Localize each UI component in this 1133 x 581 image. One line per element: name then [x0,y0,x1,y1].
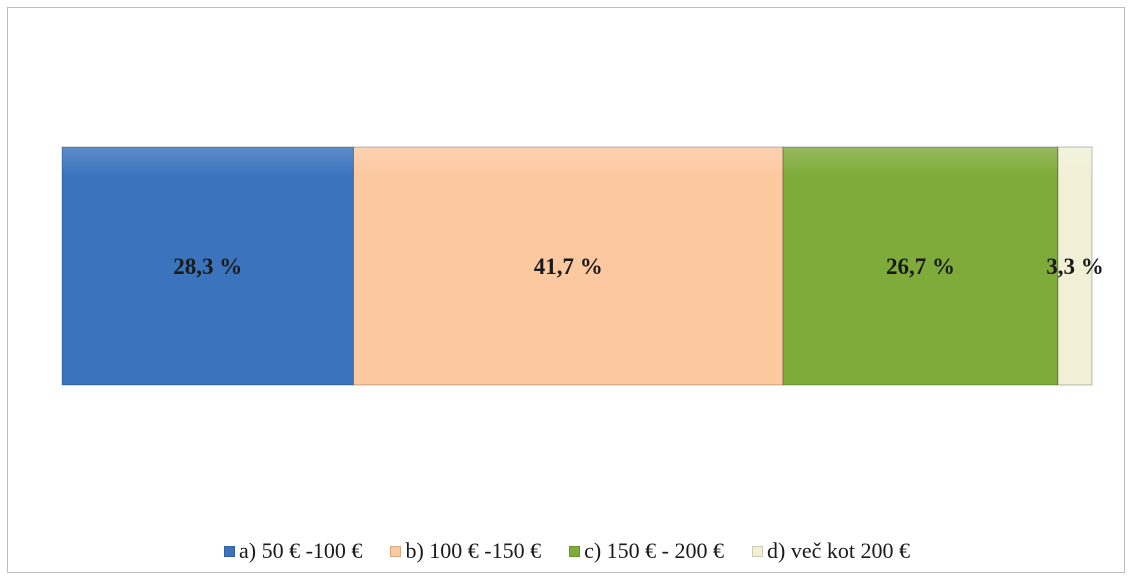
segment-labels: 28,3 % 41,7 % 26,7 % 3,3 % [173,254,1104,279]
legend-swatch [752,545,764,557]
legend-swatch [224,545,236,557]
stacked-bar-chart: 28,3 % 41,7 % 26,7 % 3,3 % [61,146,1104,386]
data-label-a: 28,3 % [173,254,242,279]
legend: a) 50 € -100 € b) 100 € -150 € c) 150 € - … [8,538,1126,564]
legend-label: c) 150 € - 200 € [584,538,725,563]
bar-segment-c [782,146,1059,386]
legend-item-c: c) 150 € - 200 € [569,538,724,564]
legend-label: b) 100 € -150 € [405,538,542,563]
legend-item-d: d) več kot 200 € [752,538,910,564]
bar-segment-b [352,146,784,386]
legend-swatch [569,545,581,557]
bar-segment-a [61,146,354,386]
legend-label: d) več kot 200 € [767,538,910,563]
legend-swatch [390,545,402,557]
data-label-c: 26,7 % [886,254,955,279]
bar-segments [61,146,1093,386]
legend-item-a: a) 50 € -100 € [224,538,362,564]
bar-segment-d [1057,146,1093,386]
data-label-b: 41,7 % [534,254,603,279]
legend-label: a) 50 € -100 € [239,538,363,563]
chart-frame: 28,3 % 41,7 % 26,7 % 3,3 % a) 50 € -100 € b)… [7,7,1125,573]
data-label-d: 3,3 % [1046,254,1104,279]
legend-item-b: b) 100 € -150 € [390,538,541,564]
